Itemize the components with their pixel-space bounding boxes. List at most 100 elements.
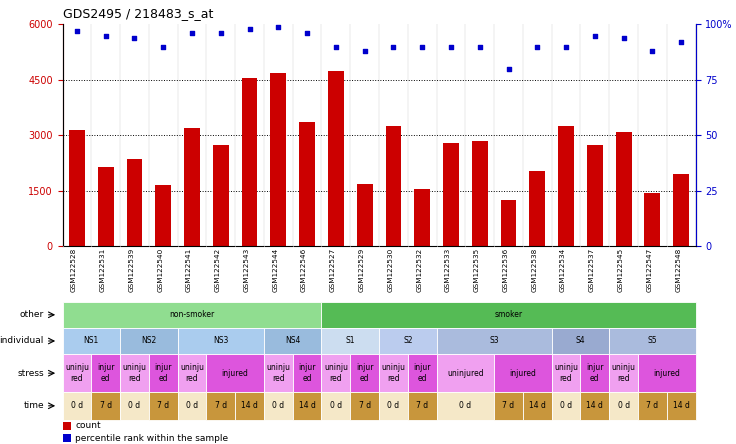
Bar (149, 392, 177, 420)
Bar (69, 130, 85, 246)
Text: uninju
red: uninju red (381, 364, 406, 383)
Bar (127, 159, 142, 246)
Bar (638, 354, 696, 392)
Text: GSM122532: GSM122532 (416, 248, 422, 292)
Text: uninju
red: uninju red (180, 364, 204, 383)
Text: NS4: NS4 (285, 337, 300, 345)
Point (560, 43, 572, 50)
Text: GSM122530: GSM122530 (387, 248, 394, 292)
Bar (322, 392, 350, 420)
Text: 7 d: 7 d (99, 401, 112, 410)
Point (417, 43, 428, 50)
Text: 0 d: 0 d (560, 401, 572, 410)
Point (244, 25, 255, 32)
Point (474, 43, 486, 50)
Point (71, 28, 83, 35)
Text: uninju
red: uninju red (266, 364, 290, 383)
Bar (350, 354, 379, 392)
Text: stress: stress (18, 369, 44, 378)
Bar (581, 354, 609, 392)
Text: injur
ed: injur ed (586, 364, 604, 383)
Point (618, 34, 629, 41)
Bar (155, 186, 171, 246)
Bar (587, 145, 603, 246)
Text: GSM122545: GSM122545 (618, 248, 623, 292)
Bar (177, 354, 206, 392)
Bar (552, 354, 581, 392)
Bar (63, 422, 71, 430)
Bar (91, 392, 120, 420)
Bar (213, 145, 229, 246)
Bar (206, 354, 264, 392)
Bar (558, 126, 574, 246)
Text: GSM122529: GSM122529 (358, 248, 364, 292)
Bar (300, 123, 315, 246)
Text: S4: S4 (576, 337, 585, 345)
Text: S1: S1 (345, 337, 355, 345)
Text: GSM122540: GSM122540 (158, 248, 163, 292)
Bar (293, 354, 322, 392)
Text: 14 d: 14 d (673, 401, 690, 410)
Text: 14 d: 14 d (299, 401, 316, 410)
Point (100, 32, 112, 39)
Text: GSM122533: GSM122533 (445, 248, 451, 292)
Point (358, 48, 370, 55)
Text: time: time (24, 401, 44, 410)
Bar (322, 328, 379, 354)
Text: uninjured: uninjured (447, 369, 484, 378)
Text: 14 d: 14 d (529, 401, 545, 410)
Bar (63, 434, 71, 442)
Bar (293, 392, 322, 420)
Bar (241, 78, 258, 246)
Bar (616, 132, 631, 246)
Bar (529, 170, 545, 246)
Text: injur
ed: injur ed (97, 364, 115, 383)
Text: 7 d: 7 d (158, 401, 169, 410)
Text: 14 d: 14 d (241, 401, 258, 410)
Point (531, 43, 543, 50)
Point (186, 30, 198, 37)
Text: 0 d: 0 d (459, 401, 472, 410)
Text: injured: injured (654, 369, 680, 378)
Text: 0 d: 0 d (387, 401, 400, 410)
Text: 0 d: 0 d (128, 401, 141, 410)
Point (272, 23, 284, 30)
Text: injur
ed: injur ed (155, 364, 172, 383)
Bar (120, 354, 149, 392)
Bar (436, 328, 552, 354)
Bar (523, 392, 552, 420)
Text: injured: injured (222, 369, 249, 378)
Point (301, 30, 313, 37)
Bar (609, 354, 638, 392)
Bar (414, 189, 430, 246)
Text: 7 d: 7 d (416, 401, 428, 410)
Bar (270, 72, 286, 246)
Text: GSM122528: GSM122528 (71, 248, 77, 292)
Bar (177, 328, 264, 354)
Bar (206, 392, 236, 420)
Bar (63, 392, 91, 420)
Text: 7 d: 7 d (358, 401, 371, 410)
Bar (264, 392, 293, 420)
Text: other: other (20, 310, 44, 319)
Bar (500, 200, 517, 246)
Text: GSM122539: GSM122539 (129, 248, 135, 292)
Bar (494, 392, 523, 420)
Text: 14 d: 14 d (587, 401, 604, 410)
Bar (581, 392, 609, 420)
Text: S5: S5 (648, 337, 657, 345)
Bar (494, 354, 552, 392)
Text: uninju
red: uninju red (324, 364, 348, 383)
Bar (443, 143, 459, 246)
Bar (184, 128, 200, 246)
Bar (667, 392, 696, 420)
Point (675, 39, 687, 46)
Bar (408, 354, 436, 392)
Text: GSM122537: GSM122537 (589, 248, 595, 292)
Bar (322, 354, 350, 392)
Text: 7 d: 7 d (646, 401, 659, 410)
Text: GSM122541: GSM122541 (186, 248, 192, 292)
Text: S2: S2 (403, 337, 413, 345)
Point (646, 48, 658, 55)
Bar (472, 141, 488, 246)
